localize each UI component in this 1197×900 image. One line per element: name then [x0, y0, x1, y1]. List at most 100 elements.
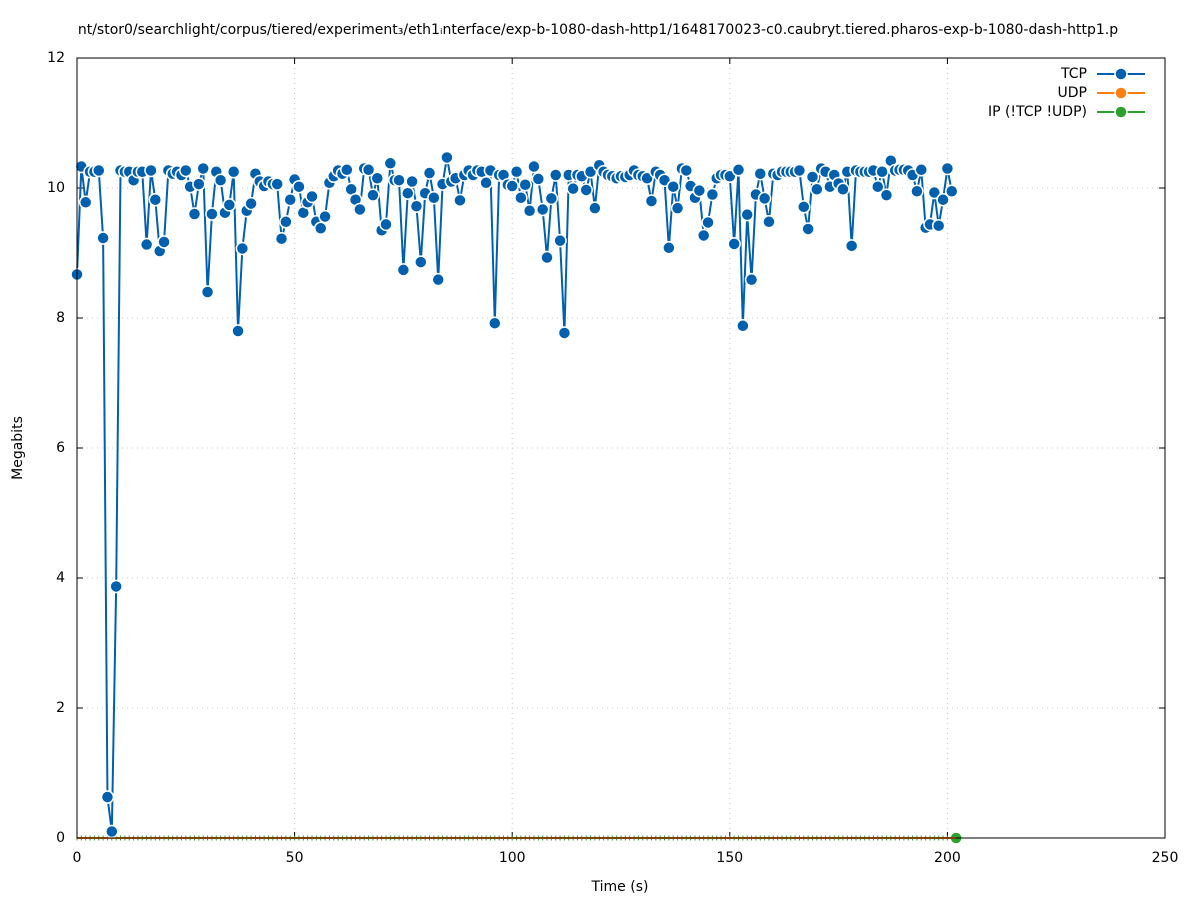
data-point — [488, 316, 502, 330]
legend-marker — [1114, 105, 1128, 119]
data-point — [283, 192, 297, 207]
data-point — [200, 285, 215, 299]
data-point — [940, 161, 955, 176]
data-point — [527, 159, 541, 174]
legend-label: IP (!TCP !UDP) — [988, 104, 1087, 120]
data-point — [453, 193, 467, 208]
data-point — [931, 218, 946, 233]
data-point — [579, 183, 593, 197]
data-point — [383, 156, 398, 171]
y-tick-label: 2 — [56, 700, 65, 716]
data-point — [879, 188, 894, 202]
data-point — [353, 202, 367, 217]
data-point — [731, 163, 746, 177]
data-point — [535, 202, 550, 217]
data-point — [370, 171, 385, 185]
data-point — [797, 200, 811, 214]
data-point — [392, 173, 406, 187]
data-point — [701, 215, 715, 230]
data-point — [479, 176, 493, 190]
data-point — [279, 215, 293, 229]
x-tick-label: 100 — [499, 850, 526, 866]
data-point — [292, 179, 306, 194]
data-point — [844, 239, 859, 253]
data-point — [727, 237, 741, 251]
data-point — [792, 163, 807, 178]
data-point — [205, 207, 219, 221]
data-point — [144, 163, 158, 178]
data-point — [875, 165, 889, 179]
x-tick-label: 150 — [716, 850, 743, 866]
data-point — [244, 196, 258, 211]
data-point — [318, 209, 332, 224]
data-point — [518, 178, 533, 192]
data-point — [740, 207, 754, 222]
data-point — [78, 195, 93, 210]
data-point — [588, 201, 602, 215]
data-point — [440, 150, 454, 165]
data-point — [810, 182, 824, 197]
y-tick-label: 0 — [56, 830, 65, 846]
data-point — [736, 319, 750, 333]
data-point — [805, 170, 820, 184]
data-point — [666, 179, 680, 194]
data-point — [679, 163, 694, 178]
data-point — [505, 179, 519, 193]
data-point — [274, 231, 289, 246]
data-point — [196, 161, 210, 176]
data-point — [179, 163, 193, 178]
data-point — [945, 184, 959, 198]
data-point — [222, 198, 237, 212]
data-point — [92, 163, 106, 178]
data-point — [187, 207, 202, 221]
data-point — [139, 237, 154, 252]
data-point — [405, 174, 419, 189]
data-point — [379, 217, 393, 232]
data-point — [696, 228, 711, 243]
data-point — [836, 182, 850, 197]
x-tick-label: 50 — [286, 850, 304, 866]
data-point — [422, 166, 437, 180]
data-point — [753, 166, 768, 181]
data-point — [414, 255, 428, 269]
x-tick-label: 0 — [73, 850, 82, 866]
chart-title: nt/stor0/searchlight/corpus/tiered/exper… — [78, 22, 1118, 38]
data-point — [936, 192, 950, 207]
data-point — [109, 579, 123, 594]
data-point — [692, 183, 707, 198]
y-axis-label: Megabits — [10, 416, 26, 480]
data-point — [644, 194, 659, 208]
data-point — [192, 177, 206, 191]
legend-label: TCP — [1060, 66, 1087, 82]
data-point — [801, 222, 815, 236]
data-point — [509, 165, 524, 179]
data-point — [670, 201, 685, 215]
data-point — [427, 191, 441, 205]
data-point — [514, 191, 528, 205]
data-point — [557, 326, 572, 340]
data-point — [226, 165, 241, 179]
y-tick-label: 4 — [56, 570, 65, 586]
data-point — [522, 204, 537, 218]
data-point — [157, 235, 171, 249]
data-point — [235, 241, 250, 256]
data-point — [396, 263, 411, 277]
data-point — [744, 272, 759, 287]
data-point — [100, 790, 115, 804]
data-point — [544, 191, 559, 206]
data-point — [96, 231, 110, 245]
data-point — [762, 215, 776, 229]
legend-marker — [1114, 86, 1128, 100]
data-point — [662, 241, 676, 255]
data-point — [705, 187, 720, 202]
data-point — [548, 168, 563, 182]
data-point — [553, 233, 567, 248]
y-tick-label: 12 — [47, 50, 65, 66]
data-point — [409, 199, 424, 213]
data-point — [148, 192, 163, 207]
legend: TCP UDP IP (!TCP !UDP) — [988, 66, 1145, 120]
x-tick-label: 250 — [1152, 850, 1179, 866]
series-line — [76, 157, 953, 832]
